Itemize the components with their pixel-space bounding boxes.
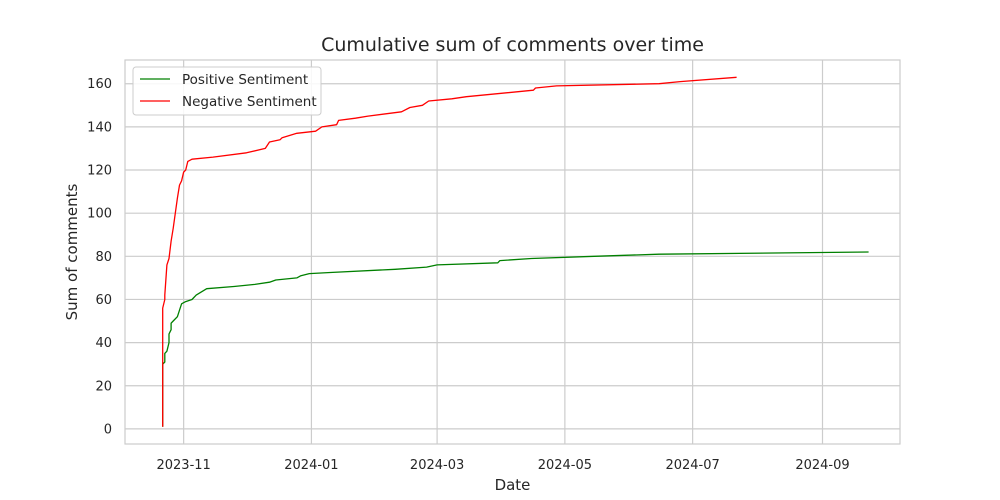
- plot-border: [124, 59, 901, 445]
- y-tick-label: 20: [95, 379, 112, 394]
- y-tick-label: 140: [87, 120, 112, 135]
- chart-title: Cumulative sum of comments over time: [321, 34, 704, 56]
- y-tick-label: 0: [104, 422, 112, 437]
- y-tick-label: 100: [87, 207, 112, 222]
- y-tick-label: 160: [87, 77, 112, 92]
- x-tick-label: 2024-05: [538, 458, 592, 473]
- tick-labels: 2023-11 2024-01 2024-03 2024-05 2024-07 2024-…: [87, 77, 849, 473]
- series-layer: [162, 76, 869, 427]
- x-tick-label: 2024-03: [410, 458, 464, 473]
- y-tick-label: 40: [95, 336, 112, 351]
- x-axis-label: Date: [495, 476, 531, 494]
- legend: Positive Sentiment Negative Sentiment: [132, 66, 322, 116]
- legend-label-positive: Positive Sentiment: [182, 72, 308, 88]
- y-tick-label: 120: [87, 164, 112, 179]
- y-tick-label: 80: [95, 250, 112, 265]
- x-tick-label: 2024-01: [284, 458, 338, 473]
- x-tick-label: 2024-07: [665, 458, 719, 473]
- legend-box: [132, 66, 322, 116]
- y-tick-label: 60: [95, 293, 112, 308]
- plot-area: [125, 60, 900, 444]
- y-axis-label: Sum of comments: [63, 183, 81, 320]
- x-tick-label: 2023-11: [156, 458, 210, 473]
- series-line-positive: [162, 251, 869, 427]
- x-tick-label: 2024-09: [795, 458, 849, 473]
- series-line-negative: [162, 76, 737, 427]
- legend-label-negative: Negative Sentiment: [182, 94, 317, 110]
